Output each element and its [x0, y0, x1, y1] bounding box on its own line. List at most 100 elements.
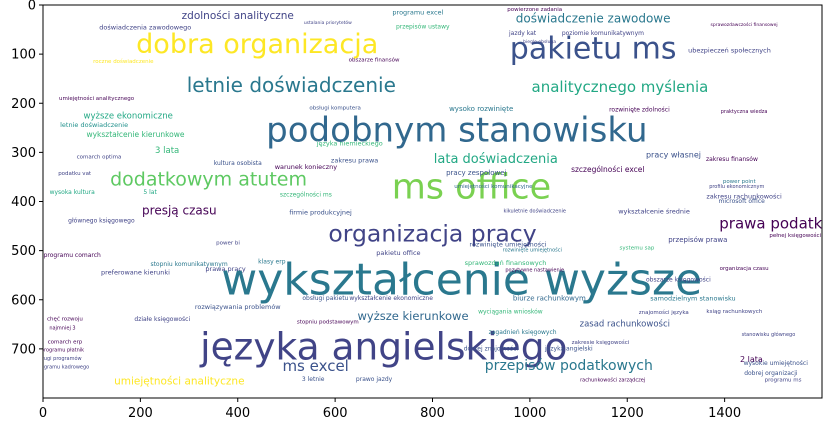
- word-cloud-word: wykształcenie wyższe: [221, 255, 702, 306]
- x-tick-label: 400: [225, 406, 250, 421]
- word-cloud-word: 2 lata: [740, 355, 763, 364]
- word-cloud-word: działe księgowości: [134, 316, 190, 323]
- y-axis: 0 100 200 300 400 500 600 700: [11, 0, 43, 357]
- word-cloud-word: szczególności excel: [571, 165, 644, 174]
- word-cloud-word: języka niemieckiego: [316, 140, 383, 148]
- word-cloud-word: zakresu prawa: [331, 157, 378, 165]
- word-cloud-word: programu comarch: [44, 252, 101, 259]
- x-tick-label: 800: [420, 406, 445, 421]
- word-cloud-word: obsługi programów: [34, 355, 82, 362]
- word-cloud-word: pozytywne nastawienie: [505, 267, 564, 273]
- word-cloud-word: przepisów ustawy: [396, 24, 450, 31]
- word-cloud-word: obsługi komputera: [309, 106, 360, 112]
- word-cloud-word: ms office: [392, 168, 551, 208]
- word-cloud-word: przepisów prawa: [668, 236, 727, 244]
- word-cloud-word: rozwinięte zdolności: [609, 107, 670, 114]
- word-cloud-word: biurze rachunkowym: [513, 294, 586, 302]
- word-cloud-word: warunek konieczny: [275, 163, 338, 171]
- word-cloud-word: microsoft office: [718, 198, 765, 205]
- word-cloud-word: pracy zespołowej: [446, 169, 506, 177]
- word-cloud-word: wyższe kierunkowe: [358, 309, 469, 323]
- y-tick-label: 0: [28, 0, 36, 14]
- word-cloud-word: sprawozdawczości finansowej: [711, 21, 778, 28]
- word-cloud-word: profilu ekonomicznym: [709, 184, 764, 190]
- word-cloud-word: 3 lata: [155, 146, 179, 156]
- word-cloud-word: wykształcenie kierunkowe: [86, 130, 184, 139]
- word-cloud-word: języka angielskiego: [199, 324, 567, 368]
- word-cloud-word: obszarze finansów: [349, 57, 400, 64]
- word-cloud-word: prawa podatkowego: [719, 215, 831, 233]
- word-cloud-word: dobrej organizacji: [744, 370, 798, 377]
- word-cloud-word: wyciągania wniosków: [478, 309, 543, 316]
- word-cloud-word: wykształcenie ekonomiczne: [349, 295, 433, 302]
- word-cloud-word: doświadczenia zawodowego: [99, 24, 191, 32]
- word-cloud-word: zakresu finansów: [706, 156, 758, 163]
- word-cloud-word: 3 letnie: [302, 376, 325, 383]
- word-cloud-word: języka angielski: [544, 345, 593, 352]
- y-tick-label: 200: [11, 97, 36, 112]
- word-cloud-word: pakietu office: [376, 249, 420, 257]
- word-cloud-word: jazdy kat: [508, 30, 537, 37]
- word-cloud-word: programu excel: [392, 8, 443, 16]
- word-cloud-word: programu ms: [765, 377, 802, 383]
- x-axis: 0 200 400 600 800 1000 1200 1400: [39, 398, 741, 421]
- word-cloud-word: wyższe ekonomiczne: [84, 112, 173, 122]
- word-cloud-word: zasad rachunkowości: [580, 318, 670, 329]
- word-cloud-word: umiejętności komunikacyjne: [454, 183, 533, 190]
- word-cloud-word: wysoka kultura: [50, 189, 96, 196]
- word-cloud-word: kultura osobista: [214, 160, 262, 167]
- word-cloud-word: umiejętności analityczne: [114, 375, 244, 387]
- word-cloud-word: biegle obsługa: [523, 39, 556, 45]
- word-cloud-word: przepisów podatkowych: [485, 358, 653, 374]
- x-tick-label: 1200: [611, 406, 644, 421]
- word-cloud-word: podatku vat: [58, 171, 92, 177]
- word-cloud-word: letnie doświadczenie: [187, 73, 396, 97]
- word-cloud-word: znajomości języka: [639, 309, 689, 316]
- word-cloud-word: ms excel: [282, 357, 348, 375]
- word-cloud-word: letnie doświadczenie: [60, 121, 128, 129]
- word-cloud-word: wykształcenie średnie: [618, 207, 690, 215]
- word-cloud-word: chęć rozwoju: [47, 315, 83, 322]
- word-cloud-word: preferowane kierunki: [101, 269, 170, 277]
- word-cloud-word: zakresu rachunkowości: [706, 193, 782, 201]
- word-cloud-word: programu płatnik: [41, 347, 84, 353]
- word-cloud-word: obszarze księgowości: [646, 277, 711, 284]
- y-tick-label: 300: [11, 146, 36, 161]
- x-tick-label: 0: [39, 406, 47, 421]
- word-cloud-word: zakresie księgowości: [572, 339, 630, 346]
- y-tick-label: 100: [11, 48, 36, 63]
- word-cloud-word: ustalania priorytetów: [304, 19, 352, 26]
- word-cloud-word: doświadczenie zawodowe: [516, 11, 671, 25]
- word-cloud-word: zdolności analityczne: [182, 10, 294, 22]
- word-cloud-word: samodzielnym stanowisku: [650, 294, 735, 302]
- word-cloud-word: ubezpieczeń społecznych: [688, 47, 771, 55]
- word-cloud-word: prawa pracy: [205, 265, 246, 273]
- word-cloud-word: stanowisku głównego: [742, 331, 796, 338]
- word-cloud-word: pracy własnej: [646, 150, 701, 159]
- plot-area: [43, 5, 822, 398]
- y-tick-label: 500: [11, 244, 36, 259]
- word-cloud-word: zagadnień księgowych: [489, 329, 557, 336]
- y-tick-label: 600: [11, 293, 36, 308]
- word-cloud-word: stopniu komunikatywnym: [150, 261, 227, 268]
- word-cloud-word: wysoko rozwinięte: [449, 105, 513, 113]
- word-cloud-word: dobrej znajomości: [464, 345, 519, 352]
- word-cloud-word: systemu sap: [620, 246, 655, 252]
- word-cloud-word: rachunkowości zarządczej: [580, 376, 645, 383]
- word-cloud-word: organizacja pracy: [328, 219, 536, 247]
- x-tick-label: 1000: [513, 406, 546, 421]
- word-cloud-word: pakietu ms: [510, 32, 677, 67]
- word-cloud-word: pełnej księgowości: [769, 232, 821, 239]
- word-cloud-word: poziomie komunikatywnym: [562, 30, 644, 37]
- word-cloud-word: stopniu podstawowym: [297, 319, 359, 325]
- word-cloud-word: analitycznego myślenia: [532, 78, 709, 96]
- word-cloud-word: programu kadrowego: [36, 365, 90, 371]
- word-cloud-word: podobnym stanowisku: [266, 110, 647, 150]
- word-cloud-word: obsługi pakietu: [302, 295, 348, 302]
- word-cloud-word: powierzone zadania: [507, 7, 562, 13]
- word-cloud-word: umiejętności analitycznego: [59, 95, 135, 102]
- y-tick-label: 400: [11, 195, 36, 210]
- word-cloud-word: rozwiązywania problemów: [195, 303, 281, 311]
- word-cloud-word: comarch optima: [77, 154, 122, 160]
